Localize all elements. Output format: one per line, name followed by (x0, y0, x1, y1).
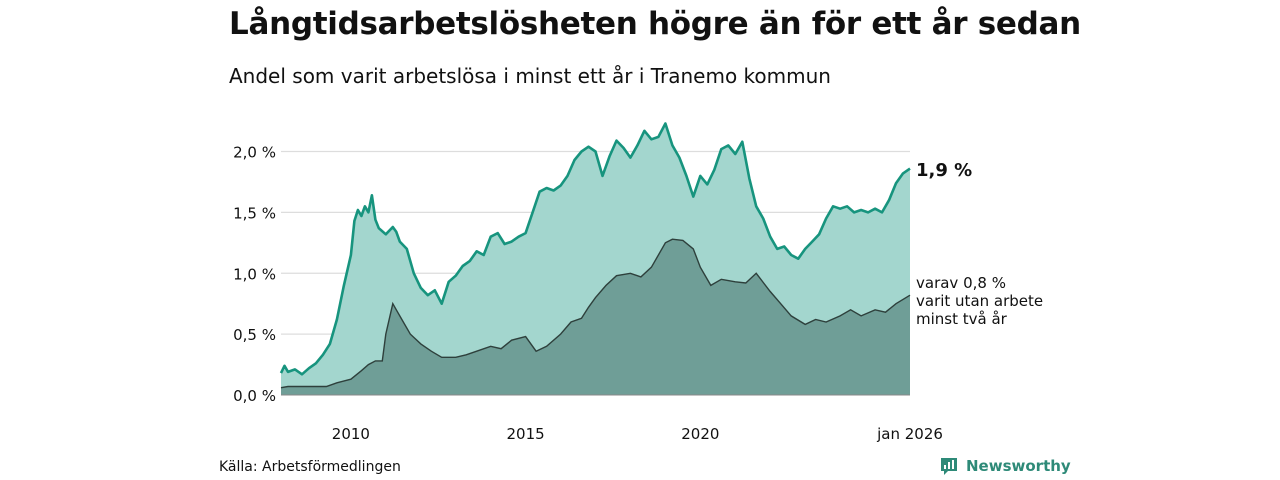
y-tick-label: 1,0 % (233, 265, 276, 283)
y-tick-label: 1,5 % (233, 204, 276, 222)
newsworthy-icon (941, 458, 957, 475)
x-axis-tick-labels: 2010 2015 2020 jan 2026 (332, 425, 943, 443)
x-tick-label: 2015 (507, 425, 545, 443)
y-tick-label: 0,0 % (233, 387, 276, 405)
end-label-long-term: 1,9 % (916, 160, 972, 181)
x-tick-label: jan 2026 (876, 425, 943, 443)
chart-title: Långtidsarbetslösheten högre än för ett … (229, 6, 1081, 42)
end-label-very-long-line-2: varit utan arbete (916, 292, 1043, 310)
newsworthy-logo: Newsworthy (939, 456, 1071, 476)
x-tick-label: 2020 (681, 425, 719, 443)
y-tick-label: 2,0 % (233, 144, 276, 162)
y-axis-tick-labels: 0,0 % 0,5 % 1,0 % 1,5 % 2,0 % (233, 144, 276, 405)
brand-name: Newsworthy (966, 457, 1071, 475)
area-layer (279, 122, 911, 395)
source-note: Källa: Arbetsförmedlingen (219, 459, 401, 475)
end-label-very-long-line-3: minst två år (916, 310, 1008, 328)
x-tick-label: 2010 (332, 425, 370, 443)
chart-subtitle: Andel som varit arbetslösa i minst ett å… (229, 64, 831, 88)
y-tick-label: 0,5 % (233, 326, 276, 344)
end-label-very-long-line-1: varav 0,8 % (916, 274, 1006, 292)
line-very-long-term-unemployed (280, 238, 911, 389)
line-long-term-unemployed (279, 122, 911, 376)
